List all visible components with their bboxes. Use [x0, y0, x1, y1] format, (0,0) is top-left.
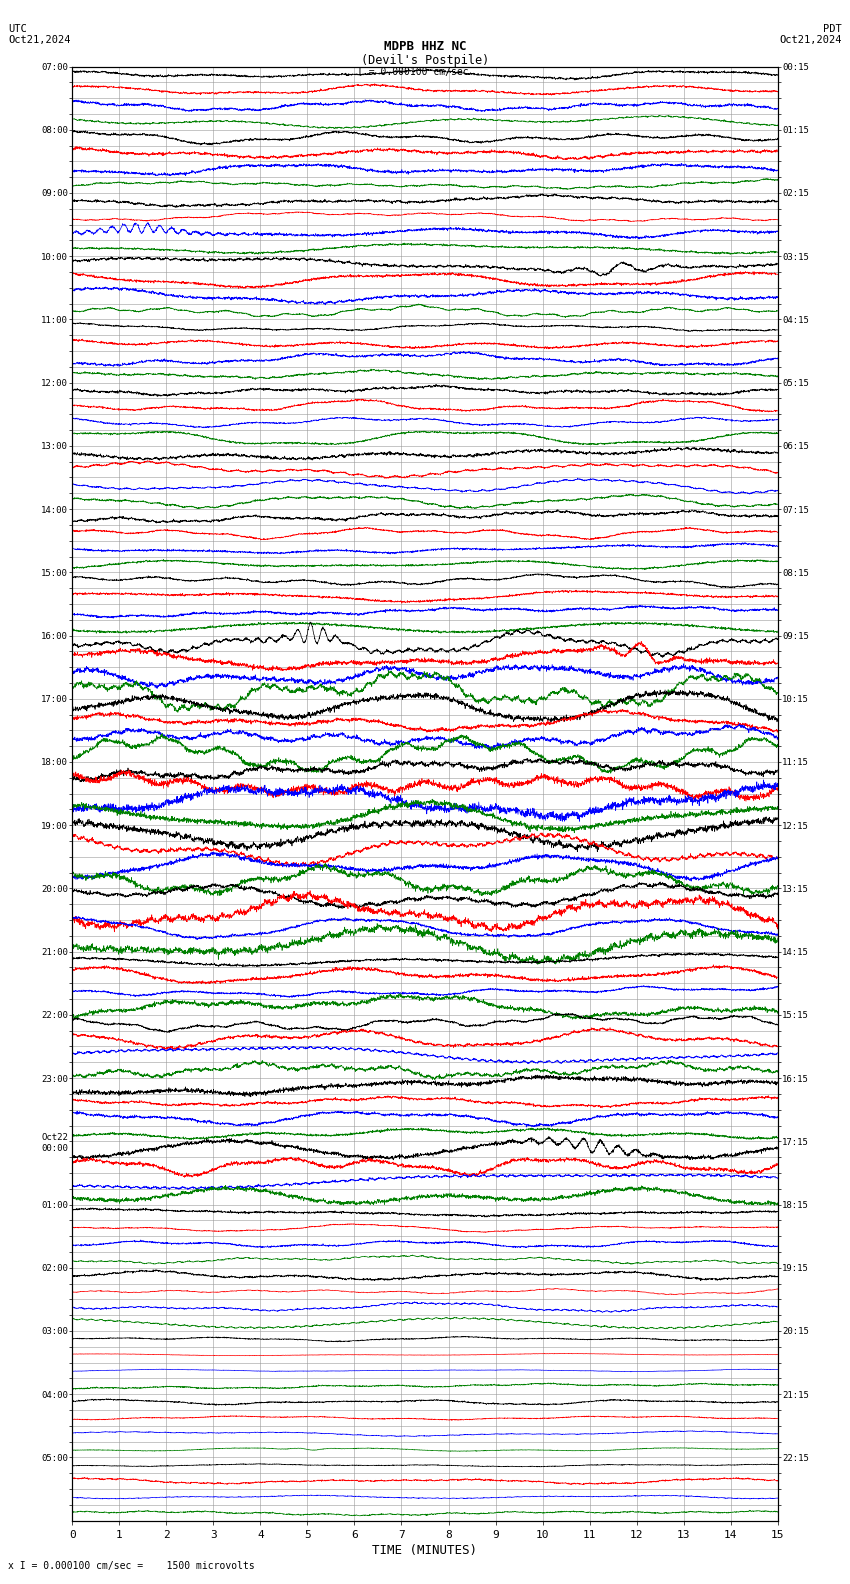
Text: UTC: UTC — [8, 24, 27, 33]
Text: PDT: PDT — [823, 24, 842, 33]
Text: x I = 0.000100 cm/sec =    1500 microvolts: x I = 0.000100 cm/sec = 1500 microvolts — [8, 1562, 255, 1571]
Text: I = 0.000100 cm/sec: I = 0.000100 cm/sec — [357, 67, 468, 76]
Text: MDPB HHZ NC: MDPB HHZ NC — [383, 40, 467, 52]
X-axis label: TIME (MINUTES): TIME (MINUTES) — [372, 1544, 478, 1557]
Text: Oct21,2024: Oct21,2024 — [8, 35, 71, 44]
Text: (Devil's Postpile): (Devil's Postpile) — [361, 54, 489, 67]
Text: Oct21,2024: Oct21,2024 — [779, 35, 842, 44]
